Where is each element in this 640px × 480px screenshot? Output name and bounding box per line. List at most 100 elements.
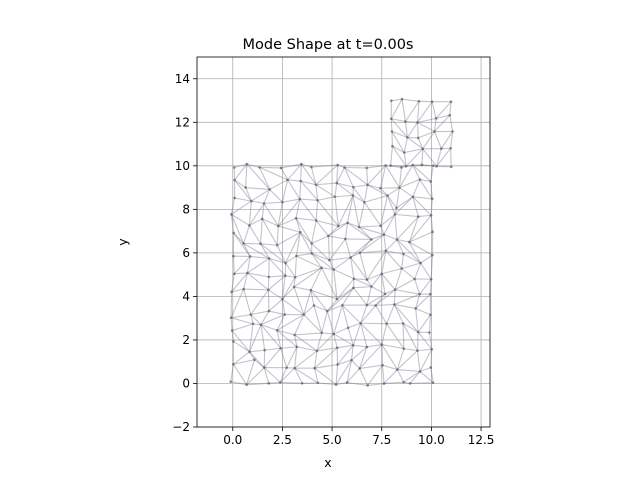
mesh-edge [310, 289, 338, 300]
mesh-edge [250, 310, 270, 316]
mesh-edge [285, 262, 296, 278]
mesh-node [250, 199, 253, 203]
mesh-edge [296, 346, 318, 352]
mesh-edge [419, 366, 432, 372]
mesh-node [248, 255, 252, 258]
mesh-node [232, 166, 236, 169]
mesh-node [260, 217, 264, 221]
mesh-edge [406, 122, 419, 138]
mesh-node [366, 384, 369, 387]
mesh-edge [419, 371, 434, 384]
mesh-edge [341, 287, 354, 306]
mesh-node [429, 180, 433, 183]
mesh-edge [410, 382, 434, 384]
mesh-edge [381, 365, 385, 384]
mesh-node [382, 382, 386, 385]
mesh-edge [395, 187, 400, 208]
mesh-edge [386, 323, 405, 349]
mesh-node [346, 326, 350, 330]
mesh-edge [311, 220, 317, 244]
mesh-edge [449, 115, 454, 132]
mesh-node [332, 332, 336, 336]
mesh-node [429, 313, 432, 317]
plot-area [196, 56, 491, 428]
mesh-node [366, 183, 369, 187]
mesh-edge [287, 179, 301, 182]
mesh-edge [333, 257, 351, 270]
mesh-edge [261, 218, 278, 246]
mesh-edge [327, 225, 339, 237]
mesh-node [411, 195, 415, 199]
mesh-edge [231, 330, 234, 342]
mesh-node [363, 200, 366, 204]
mesh-edge [247, 272, 269, 278]
mesh-node [352, 185, 355, 189]
mesh-edge [316, 347, 338, 352]
mesh-edge [310, 267, 323, 291]
mesh-edge [341, 304, 362, 324]
mesh-edge [350, 257, 368, 280]
mesh-edge [294, 350, 318, 369]
mesh-edge [435, 101, 452, 119]
mesh-edge [408, 216, 419, 243]
mesh-node [380, 343, 384, 346]
mesh-edge [310, 289, 328, 312]
mesh-edge [313, 305, 323, 334]
mesh-edge [359, 346, 368, 369]
mesh-edge [276, 231, 301, 246]
mesh-edge [269, 189, 283, 203]
mesh-edge [380, 187, 388, 196]
mesh-edge [337, 359, 352, 366]
mesh-edge [327, 235, 330, 261]
mesh-node [242, 287, 245, 291]
mesh-node [417, 99, 421, 103]
mesh-edge [280, 381, 303, 384]
mesh-edge [294, 334, 318, 352]
mesh-edge [358, 226, 372, 240]
mesh-node [267, 288, 270, 292]
mesh-edge [337, 344, 354, 365]
mesh-node [251, 322, 255, 326]
mesh-edge [232, 256, 235, 274]
mesh-edge [281, 163, 302, 169]
mesh-edge [260, 324, 278, 331]
mesh-node [404, 120, 407, 123]
mesh-edge [260, 218, 263, 244]
mesh-edge [382, 364, 398, 371]
mesh-edge [353, 287, 368, 306]
mesh-edge [294, 346, 298, 369]
mesh-edge [420, 262, 432, 280]
mesh-edge [293, 277, 296, 288]
mesh-edge [234, 163, 248, 169]
mesh-edge [352, 194, 365, 203]
mesh-edge [234, 179, 252, 202]
mesh-edge [430, 215, 434, 232]
mesh-edge [417, 137, 424, 150]
mesh-edge [393, 289, 396, 305]
mesh-edge [367, 364, 383, 386]
mesh-edge [337, 344, 354, 349]
mesh-node [449, 165, 453, 169]
mesh-edge [250, 314, 262, 326]
mesh-node [430, 347, 434, 351]
mesh-node [244, 186, 247, 189]
mesh-node [419, 261, 422, 265]
mesh-node [418, 178, 422, 181]
mesh-edge [383, 234, 387, 251]
mesh-edge [414, 262, 422, 280]
mesh-edge [415, 307, 431, 316]
mesh-edge [321, 267, 338, 300]
mesh-node [310, 242, 313, 245]
mesh-edge [248, 225, 262, 245]
mesh-node [411, 163, 415, 167]
mesh-edge [233, 340, 250, 353]
mesh-edge [422, 131, 435, 150]
y-tick-label: 8 [182, 202, 190, 216]
mesh-edge [367, 165, 387, 186]
mesh-edge [276, 244, 287, 264]
mesh-edge [392, 145, 405, 154]
mesh-edge [263, 201, 283, 204]
mesh-edge [295, 198, 301, 219]
mesh-edge [242, 243, 251, 257]
mesh-edge [231, 200, 252, 215]
